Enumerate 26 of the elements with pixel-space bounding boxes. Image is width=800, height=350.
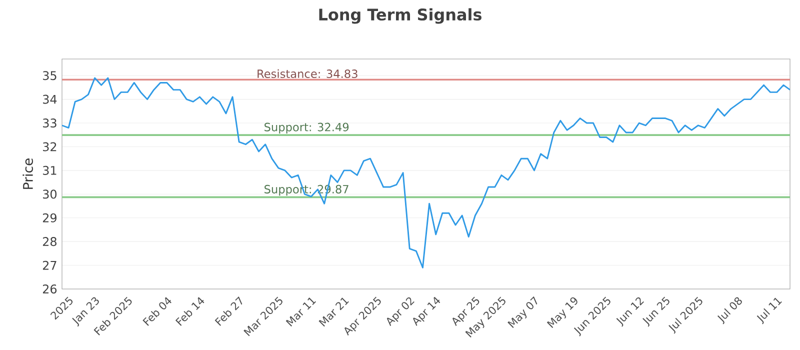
y-tick-label: 26: [42, 284, 57, 294]
y-tick-label: 27: [42, 260, 56, 270]
ref-line-label: Resistance: 34.83: [258, 69, 358, 78]
y-tick-label: 29: [42, 213, 56, 222]
y-tick-label: 31: [43, 166, 56, 175]
y-axis-title: Price: [22, 158, 33, 189]
y-tick-label: 35: [43, 71, 56, 80]
y-tick-label: 28: [42, 237, 56, 246]
y-tick-label: 34: [43, 94, 57, 104]
ref-line-label: Support: 32.49: [264, 122, 349, 134]
x-tick-label: Jun 12: [616, 297, 644, 327]
x-tick-label: Mar 21: [318, 298, 349, 327]
x-tick-label: Apr 14: [413, 296, 440, 326]
x-tick-label: Jul 11: [756, 298, 782, 324]
y-tick-label: 30: [43, 190, 57, 199]
x-tick-label: Jun 25: [642, 296, 670, 327]
chart-title: Long Term Signals: [319, 8, 482, 24]
x-tick-label: Jan 23: [72, 297, 99, 327]
x-tick-label: Feb 27: [214, 296, 242, 326]
x-tick-label: Apr 02: [386, 297, 414, 326]
x-tick-label: Mar 11: [286, 298, 316, 327]
x-tick-label: Feb 14: [175, 297, 204, 326]
y-tick-label: 33: [43, 118, 56, 128]
x-tick-label: Jul 08: [717, 297, 742, 324]
y-tick-label: 32: [43, 142, 56, 152]
x-tick-label: Feb 04: [142, 297, 172, 326]
